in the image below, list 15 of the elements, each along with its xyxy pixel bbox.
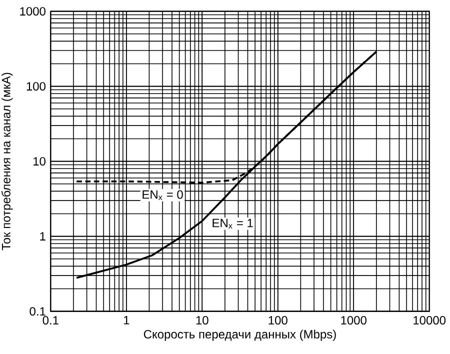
x-tick-label: 1 [124,316,130,324]
x-tick-label: 10000 [414,316,446,325]
y-tick-label: 1 [40,232,46,240]
x-tick-label: 0.1 [42,316,58,325]
x-tick-label: 100 [268,316,288,325]
y-tick-label: 0.1 [30,307,46,316]
series-label: EN$_{x}$ = 1 [212,218,253,228]
y-tick-label: 1000 [20,7,46,16]
series-label: EN$_{x}$ = 0 [142,190,183,200]
y-tick-label: 100 [26,82,46,91]
y-tick-label: 10 [34,157,46,166]
x-tick-label: 1000 [341,316,366,325]
x-axis-title: Скорость передачи данных (Mbps) [144,330,336,341]
x-tick-label: 10 [196,316,208,325]
y-axis-title: Ток потребления на канал (мкА) [1,72,13,250]
